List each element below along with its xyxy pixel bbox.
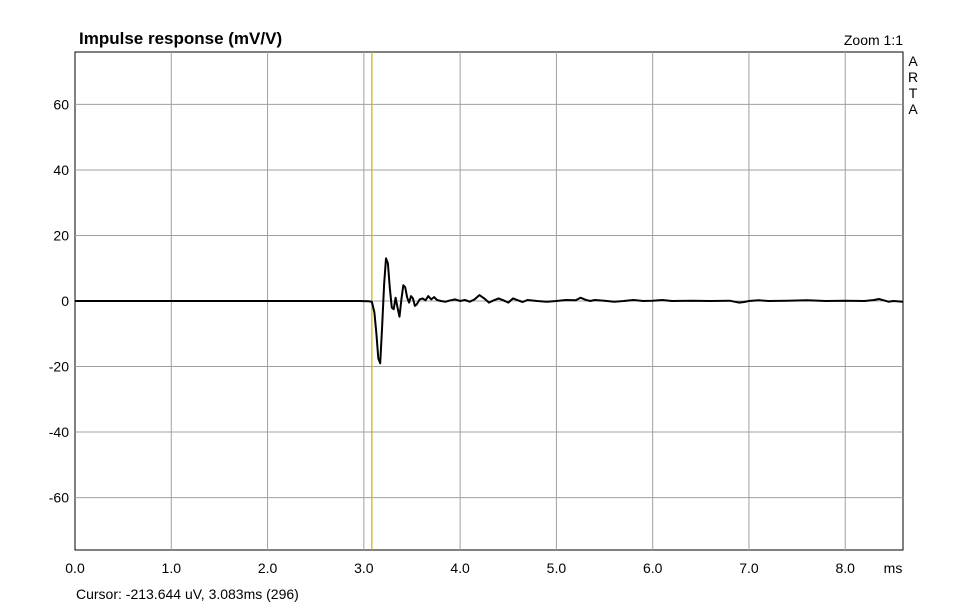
cursor-readout: Cursor: -213.644 uV, 3.083ms (296) <box>76 586 299 602</box>
impulse-series-line <box>75 257 904 365</box>
x-tick-label: 7.0 <box>739 560 759 576</box>
y-tick-label: -40 <box>49 424 69 440</box>
y-tick-label: 0 <box>61 293 69 309</box>
x-tick-label: 1.0 <box>162 560 182 576</box>
y-tick-label: 20 <box>53 227 69 243</box>
x-tick-label: 5.0 <box>547 560 567 576</box>
x-tick-label: 8.0 <box>835 560 855 576</box>
arta-brand-letter: R <box>908 69 918 85</box>
x-tick-label: 3.0 <box>354 560 374 576</box>
x-tick-label: 6.0 <box>643 560 663 576</box>
y-tick-label: -20 <box>49 359 69 375</box>
x-axis-ticks: 0.0 1.0 2.0 3.0 4.0 5.0 6.0 7.0 8.0 <box>65 560 855 576</box>
x-axis-unit-label: ms <box>884 560 903 576</box>
y-tick-label: -60 <box>49 490 69 506</box>
arta-brand-letter: T <box>909 85 918 101</box>
x-tick-label: 4.0 <box>450 560 470 576</box>
zoom-label[interactable]: Zoom 1:1 <box>844 32 903 48</box>
arta-brand-letter: A <box>908 53 918 69</box>
arta-brand-letter: A <box>908 101 918 117</box>
x-tick-label: 0.0 <box>65 560 85 576</box>
x-tick-label: 2.0 <box>258 560 278 576</box>
chart-title: Impulse response (mV/V) <box>79 29 282 48</box>
grid-lines <box>75 52 903 550</box>
y-axis-ticks: 60 40 20 0 -20 -40 -60 <box>49 96 69 505</box>
y-tick-label: 40 <box>53 162 69 178</box>
y-tick-label: 60 <box>53 96 69 112</box>
